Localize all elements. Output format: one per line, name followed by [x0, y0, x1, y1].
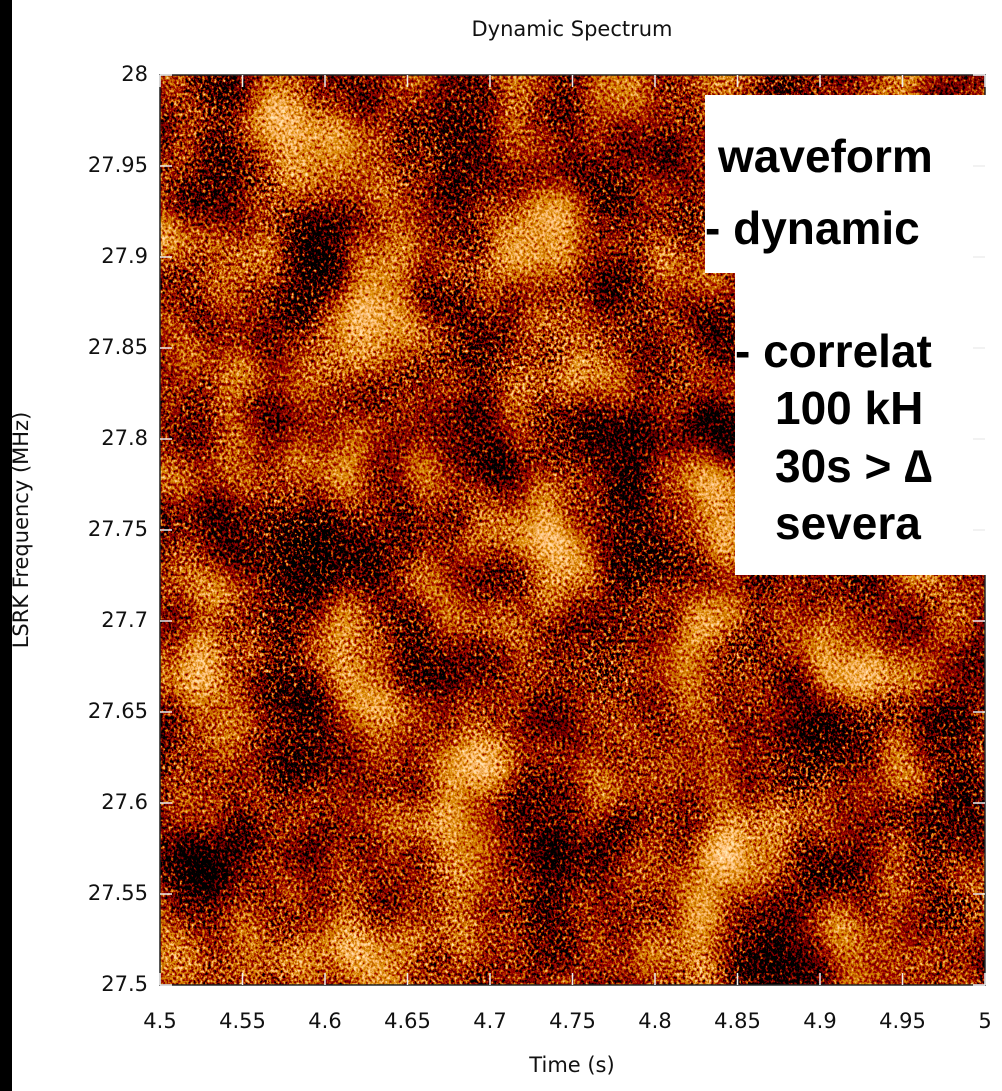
x-tick-label: 5: [978, 1009, 991, 1033]
annotation-line: waveform: [717, 130, 933, 182]
left-border: [0, 0, 12, 1091]
annotation-line: - dynamic: [705, 202, 920, 254]
y-tick-label: 27.8: [101, 426, 148, 450]
annotation-line: 30s > ∆: [775, 440, 932, 492]
axes: 27.5 27.55 27.6 27.65 27.7 27.75 27.8 27.85 27.9…: [88, 62, 992, 1033]
x-tick-label: 4.65: [384, 1009, 431, 1033]
y-tick-label: 27.75: [88, 517, 148, 541]
text-panel: [705, 95, 1002, 273]
y-tick-label: 27.5: [101, 972, 148, 996]
x-axis-label: Time (s): [528, 1053, 614, 1077]
y-axis-label: LSRK Frequency (MHz): [9, 412, 33, 649]
y-tick-label: 28: [121, 62, 148, 86]
x-tick-label: 4.6: [308, 1009, 341, 1033]
annotation-line: 100 kH: [775, 382, 923, 434]
x-tick-label: 4.95: [879, 1009, 926, 1033]
x-tick-label: 4.7: [473, 1009, 506, 1033]
y-tick-label: 27.65: [88, 699, 148, 723]
annotation-line: severa: [775, 497, 921, 549]
text-panel: [735, 270, 1002, 575]
y-tick-label: 27.55: [88, 881, 148, 905]
x-tick-label: 4.75: [549, 1009, 596, 1033]
x-tick-label: 4.85: [714, 1009, 761, 1033]
y-tick-label: 27.95: [88, 153, 148, 177]
x-tick-label: 4.5: [143, 1009, 176, 1033]
chart-title: Dynamic Spectrum: [471, 17, 672, 41]
y-tick-label: 27.7: [101, 608, 148, 632]
x-tick-label: 4.8: [638, 1009, 671, 1033]
y-tick-label: 27.9: [101, 244, 148, 268]
y-tick-label: 27.6: [101, 790, 148, 814]
x-tick-label: 4.9: [803, 1009, 836, 1033]
y-tick-label: 27.85: [88, 335, 148, 359]
x-tick-label: 4.55: [219, 1009, 266, 1033]
annotation-line: - correlat: [735, 325, 932, 377]
